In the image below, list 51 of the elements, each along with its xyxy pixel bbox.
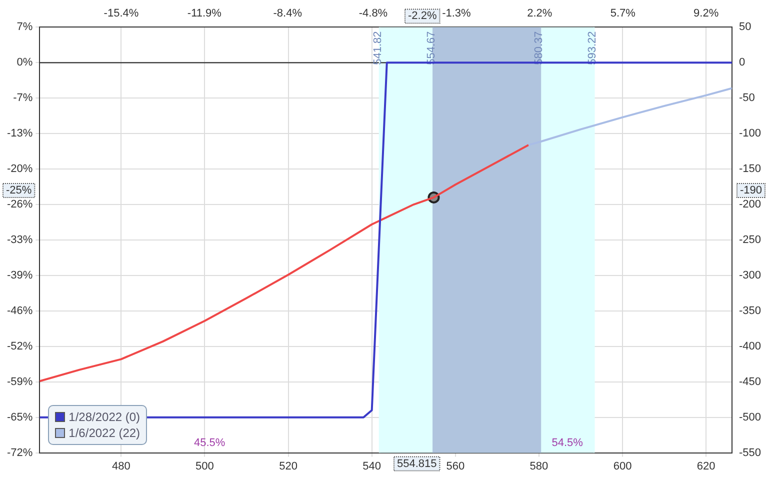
y-tick-label: 7% <box>16 21 33 34</box>
y2-tick-label: 50 <box>738 21 752 34</box>
y-tick-label: -33% <box>6 234 33 246</box>
x-tick-label: 560 <box>446 460 465 472</box>
y-tick-label: -20% <box>6 163 33 176</box>
x-tick-label: 500 <box>196 460 214 472</box>
text: -25% <box>6 184 32 196</box>
y-tick-label: -26% <box>6 198 33 211</box>
text: -2.2% <box>408 10 437 22</box>
y2-tick-label: -550 <box>738 446 762 459</box>
y2-tick-label: -450 <box>738 376 762 388</box>
y-tick-label: -65% <box>6 411 33 424</box>
x-tick-label: 580 <box>530 460 548 472</box>
x2-tick-label: 9.2% <box>694 8 719 20</box>
x-tick-label: 480 <box>112 460 130 472</box>
y-tick-label: -13% <box>6 128 33 140</box>
text: -190 <box>740 184 762 196</box>
x2-tick-label: -1.3% <box>442 8 472 20</box>
y-tick-label: 0% <box>16 56 33 69</box>
legend-label: 1/28/2022 (0) <box>68 408 140 425</box>
annotation: 54.5% <box>552 436 584 449</box>
y2-tick-label: -50 <box>738 92 755 104</box>
y2-tick-label: -100 <box>738 128 762 140</box>
y2-tick-label: 0 <box>738 56 746 69</box>
ref-line-label: 541.82 <box>372 31 384 65</box>
x-tick-label: 520 <box>279 460 298 472</box>
annotation: 45.5% <box>194 436 226 449</box>
y2-tick-label: -300 <box>738 270 762 282</box>
y-tick-label: -46% <box>6 304 33 317</box>
x2-tick-label: -8.4% <box>273 8 302 20</box>
x2-tick-label: -11.9% <box>187 8 222 20</box>
x2-tick-label: 2.2% <box>527 8 552 20</box>
y2-tick-label: -150 <box>738 163 762 176</box>
y-tick-label: -7% <box>13 92 33 104</box>
x-tick-label: 540 <box>362 460 382 472</box>
x-tick-label: 620 <box>696 460 716 472</box>
y-tick-label: -52% <box>6 340 33 352</box>
y2-tick-label: -400 <box>738 340 762 352</box>
y2-tick-label: -500 <box>738 411 762 424</box>
y2-tick-label: -250 <box>738 234 762 246</box>
x2-tick-label: -4.8% <box>358 8 388 20</box>
x2-tick-label: -15.4% <box>104 8 139 20</box>
x2-tick-label: 5.7% <box>610 8 636 20</box>
y-tick-label: -59% <box>6 376 33 388</box>
y2-tick-label: -200 <box>738 198 762 211</box>
y-tick-label: -72% <box>6 446 33 459</box>
legend-label: 1/6/2022 (22) <box>68 424 140 441</box>
y-tick-label: -39% <box>6 270 33 282</box>
x-tick-label: 600 <box>613 460 632 472</box>
text: 554.815 <box>396 458 437 470</box>
y2-tick-label: -350 <box>738 304 762 317</box>
